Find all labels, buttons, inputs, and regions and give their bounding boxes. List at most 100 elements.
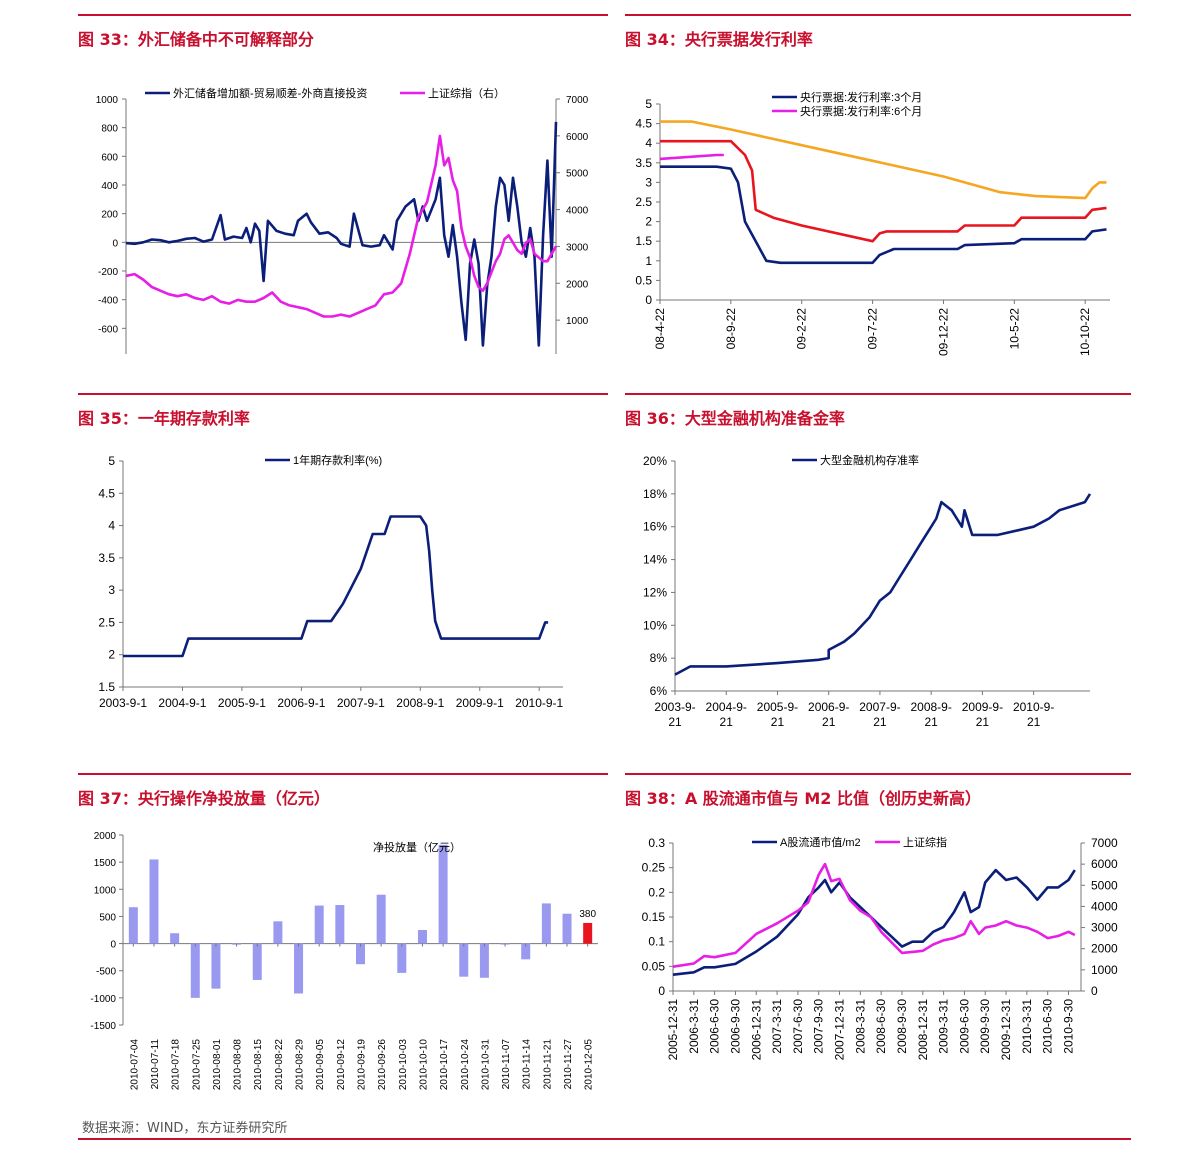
y-tick-label: -1500 bbox=[90, 1021, 116, 1032]
title-rule bbox=[625, 773, 1131, 775]
y-tick-label: 0 bbox=[645, 293, 652, 307]
y-tick-label: 0 bbox=[110, 940, 116, 951]
y-tick-label: 1.5 bbox=[635, 234, 652, 248]
bar bbox=[273, 921, 283, 944]
bar bbox=[356, 943, 365, 965]
y-tick-label: 3 bbox=[108, 583, 115, 597]
series-line bbox=[660, 139, 1107, 243]
bar bbox=[521, 943, 531, 960]
x-tick-label: 2010-6-30 bbox=[1041, 999, 1055, 1054]
y-tick-label: 4 bbox=[108, 519, 115, 533]
x-tick-label: 2009-3-31 bbox=[937, 999, 951, 1054]
x-tick-label: 2004-9-21 bbox=[706, 700, 747, 729]
bar bbox=[562, 913, 572, 944]
legend-label: 上证综指 bbox=[903, 835, 947, 849]
series-line bbox=[660, 165, 1107, 265]
x-tick-label: 2010-11-21 bbox=[542, 1039, 553, 1090]
x-tick-label: 2006-6-30 bbox=[708, 999, 722, 1054]
y-tick-label-right: 6000 bbox=[566, 132, 589, 143]
bar bbox=[376, 894, 386, 944]
y-tick-label: 4.5 bbox=[635, 117, 652, 131]
x-tick-label: 2007-9-21 bbox=[859, 700, 900, 729]
bar bbox=[417, 930, 427, 944]
bar bbox=[479, 943, 489, 978]
x-tick-label: 09-12-22 bbox=[936, 308, 950, 356]
chart-title: 图 36：大型金融机构准备金率 bbox=[625, 409, 845, 428]
x-tick-label: 2010-09-19 bbox=[357, 1039, 368, 1091]
bar bbox=[252, 943, 262, 980]
chart-svg: 5 4.5 4 3.5 3 2.5 2 1.5 1 0.5 008-4-22 08-9-22 09-2-… bbox=[635, 90, 1110, 356]
chart-svg: 5 4.5 4 3.5 3 2.5 2 1.5 2003-9-1 2004-9-1 2005-9-1… bbox=[98, 453, 563, 710]
y-tick-label: 0 bbox=[112, 238, 118, 249]
y-tick-label: 3.5 bbox=[635, 156, 652, 170]
x-tick-label: 09-7-22 bbox=[866, 308, 880, 350]
bottom-rule bbox=[78, 1138, 1131, 1140]
bar bbox=[397, 943, 407, 973]
chart-title: 图 37：央行操作净投放量（亿元） bbox=[78, 789, 330, 808]
x-tick-label: 2008-12-31 bbox=[916, 999, 930, 1061]
x-tick-label: 2010-08-22 bbox=[274, 1039, 285, 1091]
y-tick-label-right: 3000 bbox=[566, 242, 589, 253]
bar bbox=[314, 905, 324, 944]
y-tick-label: 5 bbox=[645, 97, 652, 111]
bar-value-label: 380 bbox=[579, 909, 596, 920]
x-tick-label: 2010-09-05 bbox=[315, 1039, 326, 1091]
title-rule bbox=[625, 393, 1131, 395]
legend-label: 大型金融机构存准率 bbox=[820, 453, 919, 467]
y-tick-label-right: 1000 bbox=[1091, 963, 1118, 977]
bar bbox=[541, 903, 551, 944]
y-tick-label: 4 bbox=[645, 136, 652, 150]
title-rule bbox=[78, 773, 608, 775]
bar bbox=[438, 844, 448, 944]
bar bbox=[459, 943, 469, 977]
x-tick-label: 2008-3-31 bbox=[853, 999, 867, 1054]
x-tick-label: 2010-10-17 bbox=[439, 1039, 450, 1091]
series-line bbox=[672, 868, 1076, 976]
x-tick-label: 2008-6-30 bbox=[874, 999, 888, 1054]
bar bbox=[211, 943, 221, 989]
y-tick-label-right: 3000 bbox=[1091, 921, 1118, 935]
legend-label: 净投放量（亿元） bbox=[373, 840, 461, 854]
y-tick-label-right: 0 bbox=[1091, 984, 1098, 998]
y-tick-label: 6% bbox=[650, 684, 668, 698]
y-tick-label: 3.5 bbox=[98, 551, 115, 565]
title-rule bbox=[78, 14, 608, 16]
chart-title: 图 34：央行票据发行利率 bbox=[625, 30, 813, 49]
x-tick-label: 08-9-22 bbox=[724, 308, 738, 350]
y-tick-label: -400 bbox=[98, 296, 118, 307]
x-tick-label: 2007-9-30 bbox=[812, 999, 826, 1054]
y-tick-label-right: 4000 bbox=[566, 206, 589, 217]
y-tick-label: 18% bbox=[643, 487, 667, 501]
y-tick-label: 2.5 bbox=[635, 195, 652, 209]
y-tick-label-right: 5000 bbox=[566, 169, 589, 180]
x-tick-label: 2009-6-30 bbox=[957, 999, 971, 1054]
y-tick-label: 200 bbox=[101, 210, 118, 221]
y-tick-label: 0.25 bbox=[642, 861, 666, 875]
y-tick-label-right: 1000 bbox=[566, 316, 589, 327]
x-tick-label: 2010-07-04 bbox=[129, 1039, 140, 1091]
x-tick-label: 2010-07-25 bbox=[191, 1039, 202, 1091]
title-rule bbox=[625, 14, 1131, 16]
series-line bbox=[123, 515, 549, 658]
x-tick-label: 2007-9-1 bbox=[337, 696, 385, 710]
x-tick-label: 2008-9-21 bbox=[910, 700, 951, 729]
y-tick-label-right: 5000 bbox=[1091, 878, 1118, 892]
y-tick-label: 10% bbox=[643, 618, 667, 632]
x-tick-label: 10-5-22 bbox=[1007, 308, 1021, 350]
x-tick-label: 2005-9-1 bbox=[218, 696, 266, 710]
series-line bbox=[672, 862, 1076, 968]
x-tick-label: 2010-07-18 bbox=[171, 1039, 182, 1091]
x-tick-label: 2010-10-03 bbox=[398, 1039, 409, 1091]
series-line bbox=[125, 121, 558, 347]
x-tick-label: 2010-9-30 bbox=[1062, 999, 1076, 1054]
y-tick-label: 16% bbox=[643, 520, 667, 534]
legend-label: 央行票据:发行利率:6个月 bbox=[800, 104, 922, 118]
x-tick-label: 2009-9-30 bbox=[978, 999, 992, 1054]
y-tick-label: 14% bbox=[643, 553, 667, 567]
x-tick-label: 2006-9-30 bbox=[728, 999, 742, 1054]
bar bbox=[149, 859, 159, 944]
chart-title: 图 38：A 股流通市值与 M2 比值（创历史新高） bbox=[625, 789, 981, 808]
y-tick-label: 0.5 bbox=[635, 273, 652, 287]
legend-label: 1年期存款利率(%) bbox=[293, 453, 382, 467]
x-tick-label: 2006-9-21 bbox=[808, 700, 849, 729]
